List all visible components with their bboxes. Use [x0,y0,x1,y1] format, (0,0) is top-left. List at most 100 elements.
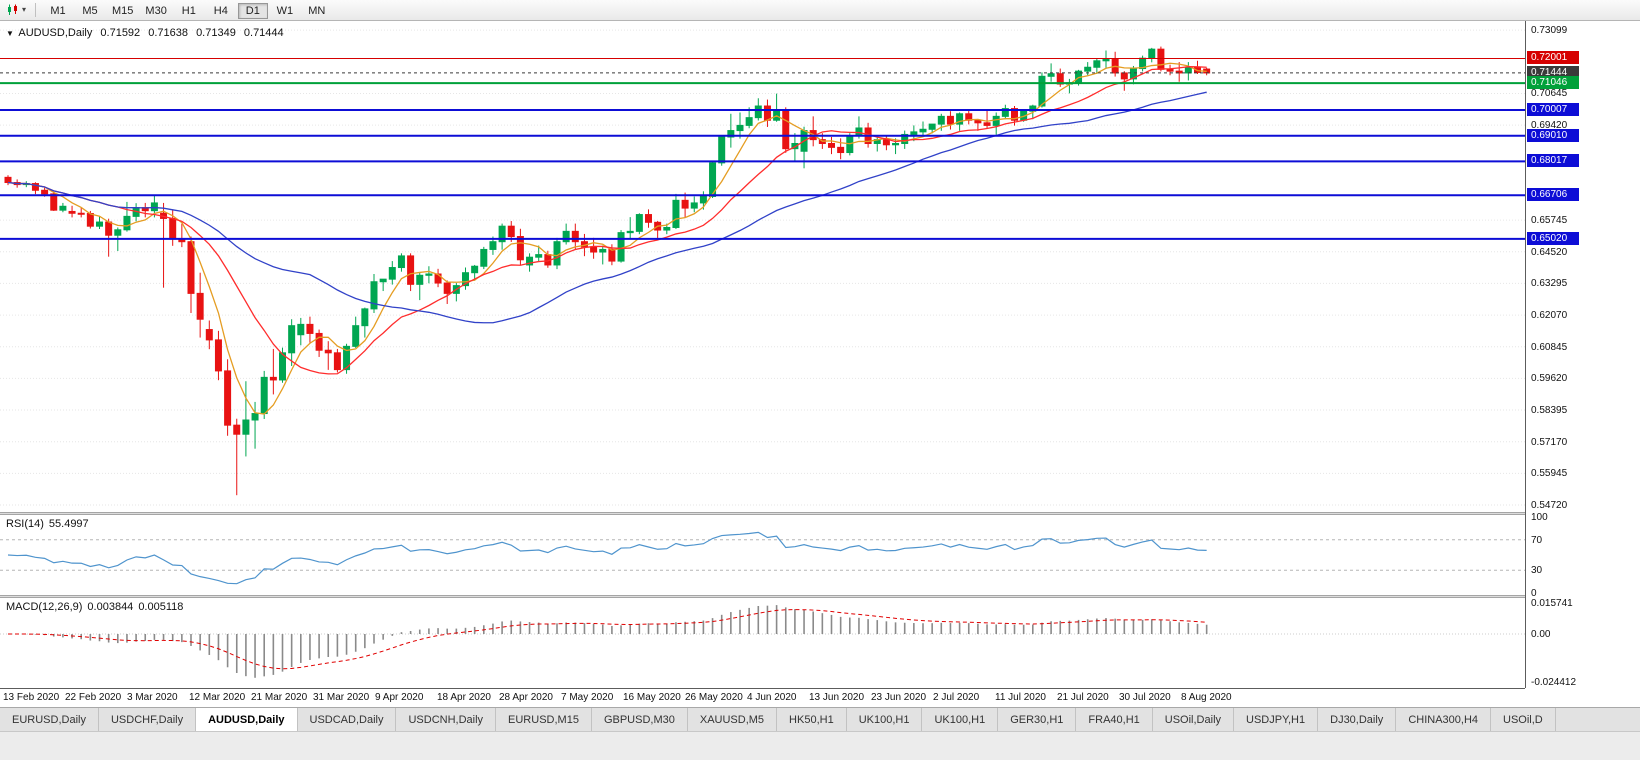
time-axis-label: 26 May 2020 [685,692,743,703]
collapse-arrow-icon[interactable]: ▼ [6,29,14,38]
timeframe-button-h4[interactable]: H4 [213,5,228,17]
timeframe-button-group: M1 M5 M15 M30 H1 H4 D1 W1 MN [42,1,333,19]
price-tick-label: 0.73099 [1531,25,1568,37]
chart-tab-uk100-h1[interactable]: UK100,H1 [846,708,923,731]
candlestick-series [4,46,1211,496]
chart-tab-gbpusd-m30[interactable]: GBPUSD,M30 [591,708,688,731]
macd-histogram [16,605,1208,678]
chart-tab-xauusd-m5[interactable]: XAUUSD,M5 [687,708,778,731]
timeframe-button-m5[interactable]: M5 [82,5,98,17]
timeframe-button-h1[interactable]: H1 [181,5,196,17]
chart-tab-uk100-h1[interactable]: UK100,H1 [922,708,999,731]
chart-tab-usdchf-daily[interactable]: USDCHF,Daily [98,708,197,731]
macd-name: MACD(12,26,9) [6,601,83,613]
macd-indicator-label: MACD(12,26,9) 0.003844 0.005118 [6,601,188,613]
chart-tab-hk50-h1[interactable]: HK50,H1 [777,708,847,731]
rsi-axis-label: 70 [1531,534,1543,546]
rsi-panel[interactable] [0,515,1525,595]
time-axis-label: 22 Feb 2020 [65,692,122,703]
time-axis-label: 13 Jun 2020 [809,692,865,703]
time-axis-label: 30 Jul 2020 [1119,692,1171,703]
time-axis-label: 31 Mar 2020 [313,692,370,703]
time-axis-label: 13 Feb 2020 [3,692,60,703]
time-axis-label: 28 Apr 2020 [499,692,553,703]
ohlc-close-value: 0.71444 [243,27,284,39]
time-axis-label: 9 Apr 2020 [375,692,424,703]
macd-axis-label: 0.015741 [1531,598,1573,609]
support-line-price-label: 0.70007 [1527,102,1579,116]
timeframe-button-m1[interactable]: M1 [50,5,66,17]
main-price-chart[interactable] [0,21,1525,512]
status-bar [0,731,1640,760]
chevron-down-icon: ▾ [22,5,27,14]
chart-tab-ger30-h1[interactable]: GER30,H1 [998,708,1077,731]
chart-tab-usdjpy-h1[interactable]: USDJPY,H1 [1234,708,1319,731]
ohlc-open-value: 0.71592 [100,27,141,39]
rsi-indicator-label: RSI(14) 55.4997 [6,518,94,530]
time-axis-label: 12 Mar 2020 [189,692,246,703]
price-tick-label: 0.64520 [1531,246,1568,258]
timeframe-toolbar: ▾ M1 M5 M15 M30 H1 H4 D1 W1 MN [0,0,1640,21]
time-axis-label: 21 Mar 2020 [251,692,308,703]
timeframe-button-mn[interactable]: MN [308,5,326,17]
macd-axis-label: 0.00 [1531,629,1551,640]
price-tick-label: 0.65745 [1531,215,1568,227]
timeframe-button-w1[interactable]: W1 [276,5,294,17]
chart-tab-usoil-d[interactable]: USOil,D [1491,708,1556,731]
toolbar-separator [35,3,37,17]
time-axis-label: 7 May 2020 [561,692,614,703]
support-line-price-label: 0.69010 [1527,128,1579,142]
chart-tab-usoil-daily[interactable]: USOil,Daily [1152,708,1235,731]
time-axis-label: 23 Jun 2020 [871,692,927,703]
rsi-line [7,531,1207,585]
timeframe-button-m30[interactable]: M30 [145,5,167,17]
main-grid [0,29,1525,506]
chart-tab-eurusd-daily[interactable]: EURUSD,Daily [0,708,99,731]
chart-type-button[interactable]: ▾ [4,3,29,17]
ohlc-high-value: 0.71638 [148,27,188,39]
rsi-value: 55.4997 [48,518,89,530]
chart-tab-fra40-h1[interactable]: FRA40,H1 [1076,708,1153,731]
price-tick-label: 0.54720 [1531,500,1568,512]
macd-main-value: 0.003844 [87,601,134,613]
timeframe-button-m15[interactable]: M15 [112,5,134,17]
chart-tab-china300-h4[interactable]: CHINA300,H4 [1396,708,1492,731]
time-axis-label: 4 Jun 2020 [747,692,797,703]
chart-tab-usdcad-daily[interactable]: USDCAD,Daily [297,708,397,731]
time-axis-label: 2 Jul 2020 [933,692,980,703]
rsi-axis-label: 0 [1531,588,1537,599]
macd-panel[interactable] [0,598,1525,688]
panel-separator[interactable] [0,595,1640,598]
chart-tab-dj30-daily[interactable]: DJ30,Daily [1318,708,1397,731]
time-axis-label: 21 Jul 2020 [1057,692,1109,703]
support-line-price-label: 0.66706 [1527,188,1579,202]
candlestick-chart-icon [8,4,17,15]
chart-tab-bar: EURUSD,Daily USDCHF,Daily AUDUSD,Daily USDC… [0,707,1640,731]
timeframe-button-d1[interactable]: D1 [237,3,268,19]
price-tick-label: 0.55945 [1531,468,1568,480]
ohlc-low-value: 0.71349 [196,27,236,39]
price-tick-label: 0.59620 [1531,373,1568,385]
chart-ohlc-header: ▼ AUDUSD,Daily 0.71592 0.71638 0.71349 0… [6,27,289,39]
time-axis-label: 18 Apr 2020 [437,692,491,703]
macd-axis-label: -0.024412 [1531,677,1577,688]
rsi-axis-label: 30 [1531,565,1543,577]
price-tick-label: 0.70645 [1531,88,1568,100]
slow-ma [7,91,1207,324]
macd-signal-line [7,609,1207,670]
horizontal-levels [0,57,1525,240]
price-tick-label: 0.58395 [1531,405,1568,417]
price-tick-label: 0.63295 [1531,278,1568,290]
price-tick-label: 0.57170 [1531,436,1568,448]
price-tick-label: 0.60845 [1531,341,1568,353]
chart-tab-audusd-daily[interactable]: AUDUSD,Daily [196,708,298,731]
panel-separator[interactable] [0,512,1640,515]
time-axis[interactable]: 13 Feb 2020 22 Feb 2020 3 Mar 2020 12 Mar 2… [0,688,1525,707]
time-axis-label: 3 Mar 2020 [127,692,178,703]
chart-tab-eurusd-m15[interactable]: EURUSD,M15 [496,708,592,731]
macd-signal-value: 0.005118 [138,601,184,613]
price-tick-label: 0.62070 [1531,310,1568,322]
chart-tab-usdcnh-daily[interactable]: USDCNH,Daily [396,708,497,731]
price-axis[interactable]: 0.73099 0.70645 0.69420 0.65745 0.64520 0.632… [1525,21,1640,688]
